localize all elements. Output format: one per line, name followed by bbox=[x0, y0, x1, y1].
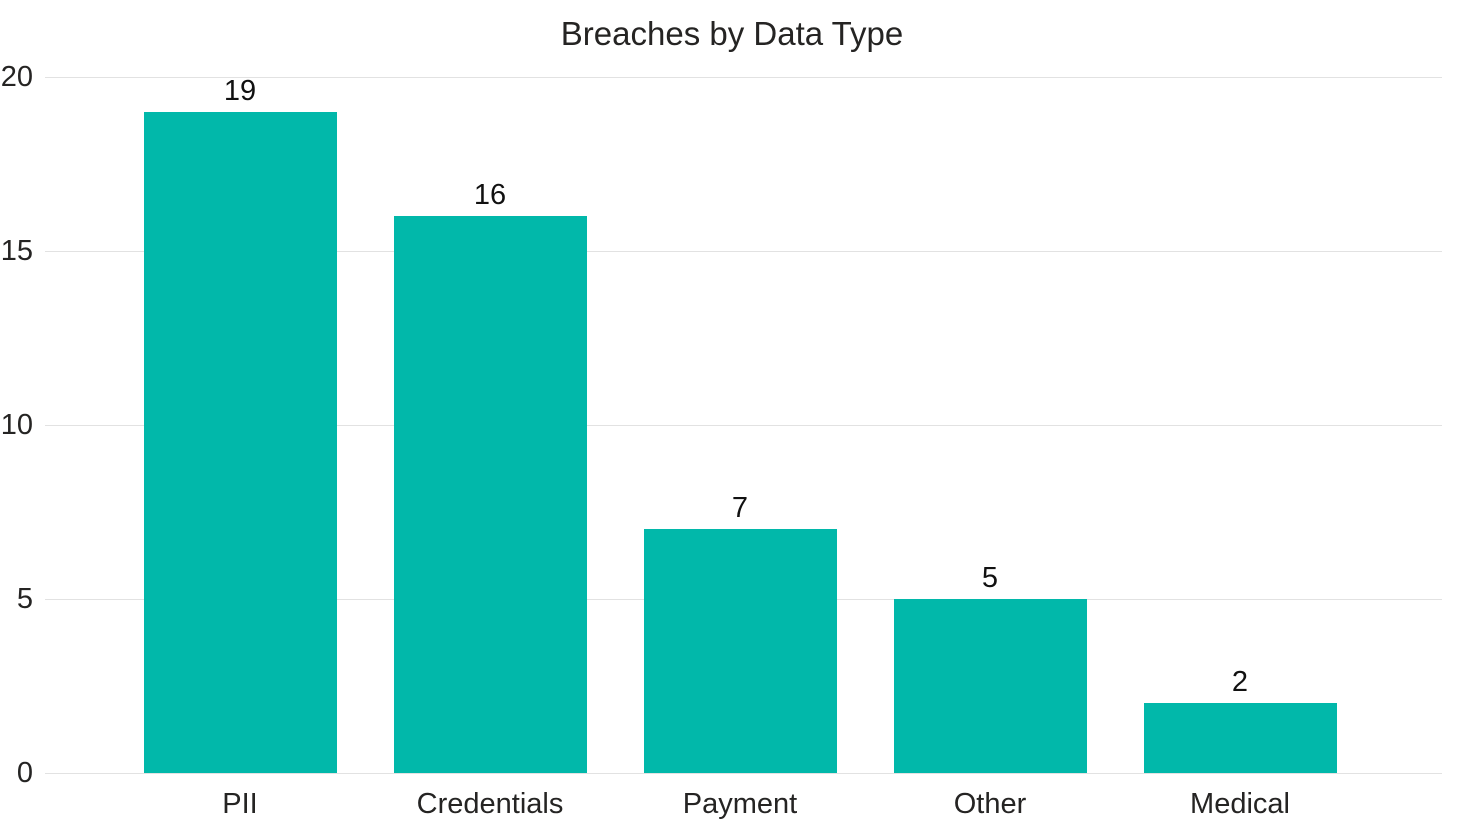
gridline-y15 bbox=[45, 251, 1442, 252]
y-tick-label-10: 10 bbox=[0, 409, 33, 441]
gridline-y10 bbox=[45, 425, 1442, 426]
x-tick-label-medical: Medical bbox=[1190, 788, 1290, 820]
x-tick-label-payment: Payment bbox=[682, 788, 798, 820]
data-label-other: 5 bbox=[981, 562, 999, 594]
x-tick-label-credentials: Credentials bbox=[416, 788, 564, 820]
x-tick-label-other: Other bbox=[953, 788, 1027, 820]
x-tick-label-pii: PII bbox=[222, 788, 258, 820]
data-label-credentials: 16 bbox=[473, 179, 507, 212]
bar-payment[interactable] bbox=[643, 529, 837, 773]
bar-credentials[interactable] bbox=[393, 216, 587, 773]
y-tick-label-0: 0 bbox=[16, 757, 33, 789]
bar-other[interactable] bbox=[893, 599, 1087, 773]
bar-medical[interactable] bbox=[1143, 703, 1337, 773]
y-tick-label-20: 20 bbox=[0, 61, 33, 93]
gridline-y0 bbox=[45, 773, 1442, 774]
data-label-pii: 19 bbox=[223, 74, 257, 107]
gridline-y20 bbox=[45, 77, 1442, 78]
data-label-payment: 7 bbox=[731, 492, 749, 525]
bar-pii[interactable] bbox=[143, 111, 337, 773]
data-label-medical: 2 bbox=[1231, 666, 1249, 699]
y-tick-label-5: 5 bbox=[16, 583, 33, 615]
y-tick-label-15: 15 bbox=[0, 235, 33, 267]
chart-title: Breaches by Data Type bbox=[560, 15, 904, 52]
